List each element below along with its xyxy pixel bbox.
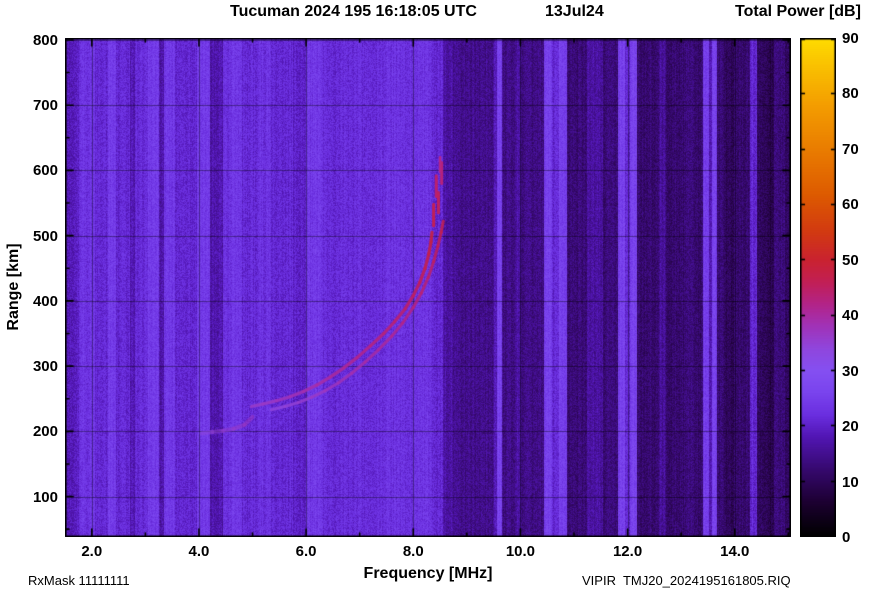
y-tick-label: 700 [32,97,58,115]
colorbar-tick-label: 30 [842,362,859,380]
x-tick-label: 4.0 [188,543,210,560]
colorbar-tick-label: 20 [842,418,859,436]
x-axis-label: Frequency [MHz] [363,565,493,582]
y-tick-label: 400 [32,292,58,310]
x-tick-label: 6.0 [295,543,317,560]
rxmask-label: RxMask 11111111 [28,573,130,588]
colorbar-tick-label: 40 [842,307,859,325]
x-tick-label: 14.0 [720,543,750,560]
y-tick-label: 800 [32,31,58,49]
y-tick-label: 500 [32,227,58,245]
x-tick-label: 8.0 [402,543,424,560]
plot-title: Tucuman 2024 195 16:18:05 UTC [230,3,477,20]
x-tick-label: 12.0 [612,543,643,560]
y-tick-label: 600 [32,162,58,180]
colorbar-canvas [800,38,836,537]
y-tick-label: 100 [32,488,58,506]
colorbar-tick-label: 70 [842,140,859,158]
y-axis-label: Range [km] [5,243,22,331]
y-tick-label: 200 [32,423,58,441]
source-file-label: VIPIR TMJ20_2024195161805.RIQ [582,573,791,588]
colorbar-tick-label: 80 [842,85,859,103]
x-tick-label: 10.0 [505,543,536,560]
ionogram-heatmap-canvas [65,38,791,537]
colorbar-tick-label: 50 [842,251,859,269]
colorbar-tick-label: 10 [842,473,859,491]
x-tick-label: 2.0 [81,543,103,560]
colorbar-tick-label: 60 [842,196,859,214]
plot-date: 13Jul24 [545,3,604,20]
colorbar-tick-label: 90 [842,30,859,47]
y-tick-label: 300 [32,358,58,376]
colorbar-tick-label: 0 [842,529,851,546]
colorbar-title: Total Power [dB] [735,3,861,20]
